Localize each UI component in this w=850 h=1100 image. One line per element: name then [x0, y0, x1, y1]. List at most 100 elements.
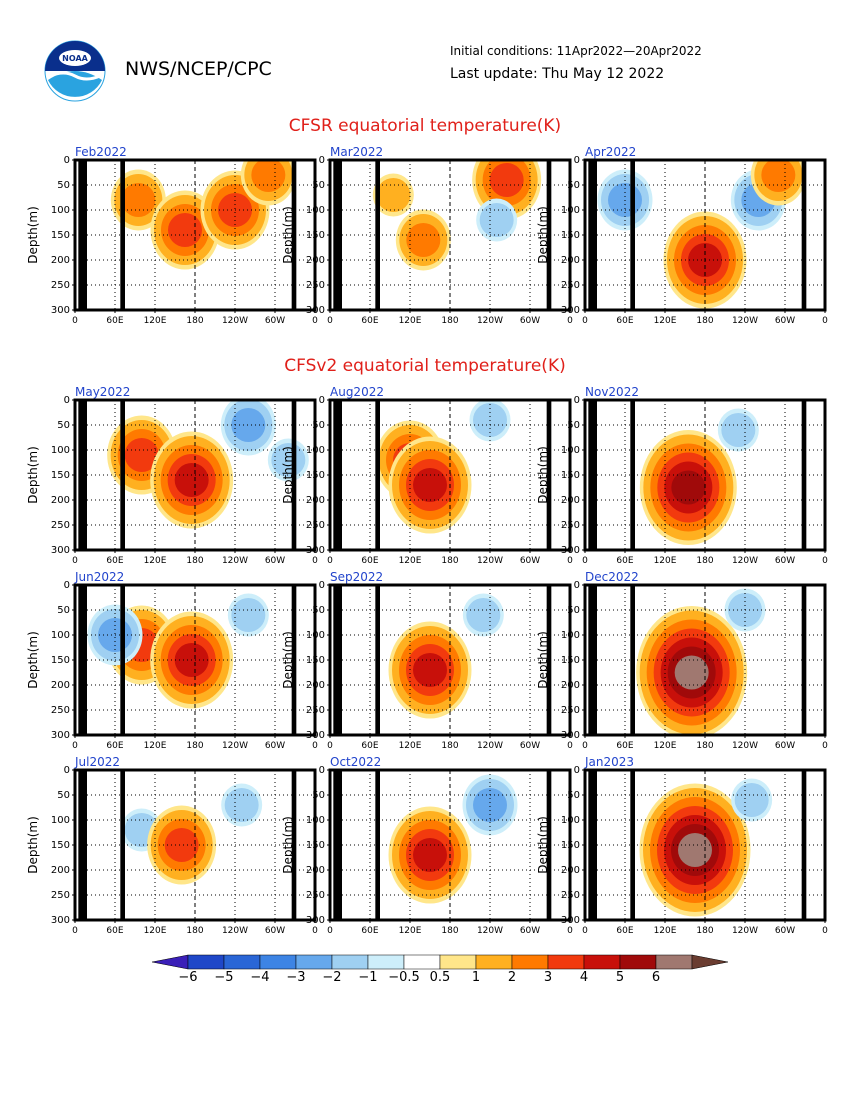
y-tick-label: 250	[561, 520, 580, 531]
y-tick-label: 100	[51, 445, 70, 456]
y-axis-label: Depth(m)	[536, 816, 550, 874]
colorbar-label: −4	[250, 970, 269, 985]
x-tick-label: 180	[441, 556, 458, 566]
y-tick-label: 100	[306, 815, 325, 826]
x-tick-label: 60W	[520, 556, 540, 566]
x-tick-label: 0	[72, 926, 78, 936]
y-tick-label: 200	[561, 255, 580, 266]
y-tick-label: 250	[561, 280, 580, 291]
x-tick-label: 0	[582, 556, 588, 566]
panel-title: Nov2022	[585, 385, 639, 399]
land-mask	[801, 160, 807, 310]
y-tick-label: 300	[306, 545, 325, 556]
y-axis-label: Depth(m)	[281, 446, 295, 504]
anomaly-contour	[413, 838, 447, 872]
colorbar-arrow-low	[151, 954, 189, 970]
colorbar-swatch	[367, 954, 405, 970]
anomaly-contour	[761, 160, 796, 192]
y-tick-label: 0	[574, 580, 580, 591]
anomaly-contour	[174, 463, 209, 497]
x-tick-label: 180	[186, 926, 203, 936]
x-tick-label: 120E	[399, 316, 422, 326]
land-mask	[801, 770, 807, 920]
colorbar-swatch	[259, 954, 297, 970]
anomaly-contour	[168, 213, 202, 247]
colorbar-label: 6	[652, 970, 660, 985]
x-tick-label: 180	[696, 316, 713, 326]
y-tick-label: 0	[64, 580, 70, 591]
y-tick-label: 250	[306, 890, 325, 901]
x-tick-label: 60W	[265, 741, 285, 751]
colorbar-label: 5	[616, 970, 624, 985]
y-tick-label: 300	[306, 915, 325, 926]
colorbar-swatch	[475, 954, 513, 970]
y-tick-label: 50	[567, 790, 580, 801]
y-tick-label: 150	[561, 470, 580, 481]
anomaly-contour	[164, 828, 199, 862]
colorbar-arrow-high	[691, 954, 729, 970]
land-mask	[291, 770, 297, 920]
y-tick-label: 50	[57, 180, 70, 191]
panel-title: Feb2022	[75, 145, 127, 159]
y-tick-label: 200	[561, 495, 580, 506]
land-mask	[588, 400, 597, 550]
colorbar-label: −5	[214, 970, 233, 985]
y-tick-label: 300	[51, 915, 70, 926]
anomaly-contour	[376, 178, 411, 212]
y-tick-label: 150	[51, 655, 70, 666]
y-axis-label: Depth(m)	[281, 206, 295, 264]
panel-title: Sep2022	[330, 570, 383, 584]
x-tick-label: 0	[72, 316, 78, 326]
panel-title: Apr2022	[585, 145, 636, 159]
x-tick-label: 120W	[732, 556, 758, 566]
y-tick-label: 300	[561, 545, 580, 556]
y-tick-label: 300	[306, 305, 325, 316]
anomaly-contour	[674, 655, 709, 690]
x-tick-label: 60E	[106, 741, 123, 751]
x-tick-label: 0	[582, 316, 588, 326]
x-tick-label: 60E	[616, 316, 633, 326]
last-update: Last update: Thu May 12 2022	[450, 66, 665, 82]
y-tick-label: 100	[561, 630, 580, 641]
logo-text: NOAA	[62, 54, 88, 63]
anomaly-contour	[406, 223, 441, 257]
y-tick-label: 50	[312, 790, 325, 801]
x-tick-label: 120W	[477, 741, 503, 751]
x-tick-label: 180	[696, 556, 713, 566]
cfsv2-title: CFSv2 equatorial temperature(K)	[284, 356, 566, 376]
panel-title: Mar2022	[330, 145, 383, 159]
noaa-logo: NOAA	[44, 40, 106, 102]
x-tick-label: 0	[822, 926, 828, 936]
anomaly-contour	[121, 183, 156, 217]
colorbar-label: −2	[322, 970, 341, 985]
x-tick-label: 60E	[616, 556, 633, 566]
colorbar-swatch	[655, 954, 693, 970]
colorbar-label: 2	[508, 970, 516, 985]
x-tick-label: 180	[441, 741, 458, 751]
y-tick-label: 200	[561, 865, 580, 876]
land-mask	[630, 160, 635, 310]
y-tick-label: 250	[306, 705, 325, 716]
panel-may2022: May2022 0 60E 120E 180 120W 60W 0 0 50 100 150 200 25…	[26, 385, 318, 566]
colorbar-label: 4	[580, 970, 588, 985]
y-tick-label: 50	[567, 605, 580, 616]
land-mask	[801, 585, 807, 735]
x-tick-label: 120W	[477, 316, 503, 326]
colorbar-swatch	[295, 954, 333, 970]
colorbar-label: −6	[178, 970, 197, 985]
x-tick-label: 60E	[616, 926, 633, 936]
land-mask	[630, 770, 635, 920]
anomaly-contour	[124, 438, 159, 472]
y-tick-label: 300	[51, 730, 70, 741]
y-tick-label: 0	[319, 395, 325, 406]
x-tick-label: 60E	[616, 741, 633, 751]
land-mask	[333, 400, 342, 550]
y-tick-label: 150	[306, 230, 325, 241]
colorbar-swatch	[619, 954, 657, 970]
land-mask	[120, 585, 125, 735]
panel-title: Aug2022	[330, 385, 384, 399]
y-tick-label: 250	[51, 705, 70, 716]
